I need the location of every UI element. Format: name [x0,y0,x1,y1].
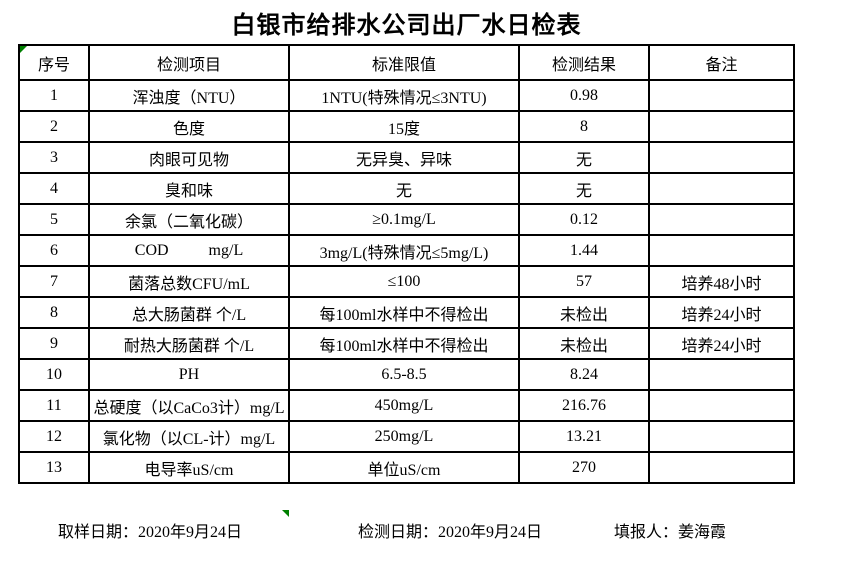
cell-note [648,203,795,236]
cell-item: 电导率uS/cm [88,451,290,484]
table-row: 6 COD mg/L 3mg/L(特殊情况≤5mg/L) 1.44 [18,234,795,267]
cell-no: 6 [18,234,90,267]
cell-item: 菌落总数CFU/mL [88,265,290,298]
table-row: 9 耐热大肠菌群 个/L 每100ml水样中不得检出 未检出 培养24小时 [18,327,795,360]
cell-limit: 3mg/L(特殊情况≤5mg/L) [288,234,520,267]
table-row: 7 菌落总数CFU/mL ≤100 57 培养48小时 [18,265,795,298]
cell-note [648,172,795,205]
cell-result: 0.12 [518,203,650,236]
cell-result: 1.44 [518,234,650,267]
cell-item: COD mg/L [88,234,290,267]
cell-limit: 250mg/L [288,420,520,453]
cell-no: 3 [18,141,90,174]
cell-result: 57 [518,265,650,298]
cell-no: 7 [18,265,90,298]
table-row: 12 氯化物（以CL-计）mg/L 250mg/L 13.21 [18,420,795,453]
footer: 取样日期：2020年9月24日 检测日期：2020年9月24日 填报人：姜海霞 [0,518,852,542]
header-cell-result: 检测结果 [518,44,650,81]
cell-limit: 每100ml水样中不得检出 [288,327,520,360]
cell-note [648,141,795,174]
cell-limit: ≥0.1mg/L [288,203,520,236]
cell-item: 色度 [88,110,290,143]
cell-item: 余氯（二氧化碳） [88,203,290,236]
table-header-row: 序号 检测项目 标准限值 检测结果 备注 [18,44,795,81]
cell-limit: 450mg/L [288,389,520,422]
cell-limit: 无异臭、异味 [288,141,520,174]
cell-item: PH [88,358,290,391]
cell-no: 12 [18,420,90,453]
cell-note [648,389,795,422]
footer-test-date: 检测日期：2020年9月24日 [358,524,543,541]
table-row: 13 电导率uS/cm 单位uS/cm 270 [18,451,795,484]
table-row: 4 臭和味 无 无 [18,172,795,205]
cell-note [648,420,795,453]
table-row: 11 总硬度（以CaCo3计）mg/L 450mg/L 216.76 [18,389,795,422]
cell-item: 氯化物（以CL-计）mg/L [88,420,290,453]
cell-limit: 每100ml水样中不得检出 [288,296,520,329]
cell-result: 8 [518,110,650,143]
cell-no: 1 [18,79,90,112]
table-row: 1 浑浊度（NTU） 1NTU(特殊情况≤3NTU) 0.98 [18,79,795,112]
cell-no: 8 [18,296,90,329]
cell-no: 13 [18,451,90,484]
water-daily-check-table: 序号 检测项目 标准限值 检测结果 备注 1 浑浊度（NTU） 1NTU(特殊情… [18,44,795,484]
cell-no: 11 [18,389,90,422]
cell-limit: 1NTU(特殊情况≤3NTU) [288,79,520,112]
cell-limit: 15度 [288,110,520,143]
cell-no: 5 [18,203,90,236]
cell-limit: 6.5-8.5 [288,358,520,391]
cell-note: 培养48小时 [648,265,795,298]
footer-reporter: 填报人：姜海霞 [614,524,727,541]
header-cell-item: 检测项目 [88,44,290,81]
fill-handle-marker-icon [282,510,289,517]
cell-no: 10 [18,358,90,391]
cell-result: 未检出 [518,327,650,360]
cell-note: 培养24小时 [648,327,795,360]
cell-result: 8.24 [518,358,650,391]
cell-item: 臭和味 [88,172,290,205]
cell-result: 未检出 [518,296,650,329]
cell-result: 无 [518,172,650,205]
footer-sample-date: 取样日期：2020年9月24日 [58,524,243,541]
cell-result: 216.76 [518,389,650,422]
cell-note [648,234,795,267]
cell-error-indicator-icon [20,46,27,53]
header-cell-no: 序号 [18,44,90,81]
table-row: 3 肉眼可见物 无异臭、异味 无 [18,141,795,174]
cell-note: 培养24小时 [648,296,795,329]
cell-item: 总大肠菌群 个/L [88,296,290,329]
header-cell-note: 备注 [648,44,795,81]
cell-limit: 单位uS/cm [288,451,520,484]
table-row: 5 余氯（二氧化碳） ≥0.1mg/L 0.12 [18,203,795,236]
cell-no: 4 [18,172,90,205]
page-title: 白银市给排水公司出厂水日检表 [231,13,582,39]
table-row: 10 PH 6.5-8.5 8.24 [18,358,795,391]
cell-item: 肉眼可见物 [88,141,290,174]
cell-result: 0.98 [518,79,650,112]
cell-no: 2 [18,110,90,143]
cell-note [648,79,795,112]
cell-item: 浑浊度（NTU） [88,79,290,112]
cell-result: 13.21 [518,420,650,453]
cell-note [648,451,795,484]
cell-result: 无 [518,141,650,174]
cell-no: 9 [18,327,90,360]
cell-note [648,110,795,143]
cell-result: 270 [518,451,650,484]
cell-limit: ≤100 [288,265,520,298]
cell-item: 总硬度（以CaCo3计）mg/L [88,389,290,422]
table-row: 2 色度 15度 8 [18,110,795,143]
header-cell-limit: 标准限值 [288,44,520,81]
cell-limit: 无 [288,172,520,205]
table-row: 8 总大肠菌群 个/L 每100ml水样中不得检出 未检出 培养24小时 [18,296,795,329]
cell-item: 耐热大肠菌群 个/L [88,327,290,360]
cell-note [648,358,795,391]
